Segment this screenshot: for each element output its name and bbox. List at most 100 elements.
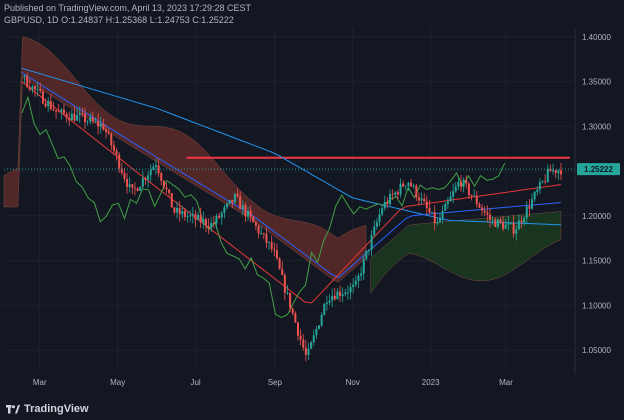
candle-down: [512, 222, 515, 234]
candle-up: [404, 185, 407, 187]
candle-up: [154, 165, 157, 167]
candle-down: [559, 170, 562, 175]
candle-down: [465, 179, 468, 184]
candle-down: [428, 207, 431, 213]
candle-up: [378, 214, 381, 222]
candle-up: [312, 335, 315, 343]
time-tick-label: Nov: [346, 378, 360, 387]
candle-down: [554, 170, 557, 174]
candle-up: [373, 226, 376, 236]
candle-up: [420, 198, 423, 201]
candle-down: [417, 197, 420, 201]
candle-up: [536, 189, 539, 192]
candle-up: [147, 175, 150, 180]
candle-down: [433, 212, 436, 224]
tradingview-brand[interactable]: TradingView: [6, 403, 89, 415]
candle-up: [436, 221, 439, 224]
candle-up: [344, 292, 347, 295]
candle-down: [549, 168, 552, 172]
candle-down: [265, 233, 268, 243]
candle-down: [157, 165, 160, 174]
candle-down: [115, 150, 118, 155]
candle-up: [473, 195, 476, 197]
candle-up: [310, 342, 313, 349]
candle-down: [131, 184, 134, 188]
price-axis[interactable]: 1.400001.350001.300001.250001.200001.150…: [574, 28, 611, 374]
candle-down: [34, 86, 37, 90]
candle-up: [357, 275, 360, 281]
candle-up: [89, 117, 92, 122]
candle-up: [496, 219, 499, 227]
candle-down: [239, 196, 242, 210]
time-axis[interactable]: Mar May Jul Sep Nov 2023 Mar: [33, 378, 513, 387]
time-tick-label: Mar: [499, 378, 513, 387]
candle-down: [278, 258, 281, 269]
candle-down: [262, 232, 265, 234]
candle-down: [499, 219, 502, 223]
candle-down: [65, 113, 68, 118]
candle-down: [49, 100, 52, 109]
candle-up: [370, 235, 373, 250]
candle-down: [478, 204, 481, 208]
candle-down: [133, 187, 136, 189]
candle-down: [502, 222, 505, 229]
candle-up: [446, 201, 449, 205]
candle-down: [28, 87, 31, 90]
candle-down: [105, 129, 108, 133]
candle-down: [486, 212, 489, 215]
ichimoku-cloud: [3, 36, 562, 294]
candle-down: [123, 173, 126, 179]
candle-down: [57, 111, 60, 113]
candle-down: [136, 188, 139, 191]
candle-up: [538, 182, 541, 190]
candle-down: [218, 215, 221, 218]
candle-down: [110, 133, 113, 146]
price-tick-label: 1.20000: [582, 212, 611, 221]
candle-down: [102, 123, 105, 130]
candle-down: [97, 121, 100, 127]
candle-down: [120, 168, 123, 174]
candle-down: [168, 189, 171, 194]
candle-down: [520, 220, 523, 223]
candle-down: [528, 206, 531, 209]
candle-up: [323, 303, 326, 315]
candle-down: [275, 250, 278, 259]
candle-up: [383, 201, 386, 209]
candle-up: [139, 186, 142, 191]
last-price-badge: 1.25222: [577, 163, 620, 176]
candle-up: [176, 207, 179, 213]
candle-up: [381, 208, 384, 215]
candle-down: [304, 347, 307, 356]
candle-up: [412, 185, 415, 187]
brand-name: TradingView: [24, 403, 89, 415]
candle-up: [320, 314, 323, 326]
moving-average-short-line: [21, 81, 561, 304]
candle-down: [544, 181, 547, 182]
candle-down: [494, 219, 497, 227]
candle-up: [525, 206, 528, 219]
candle-down: [470, 195, 473, 196]
candle-down: [410, 182, 413, 187]
candle-down: [254, 222, 257, 226]
candle-up: [515, 229, 518, 234]
candle-up: [60, 109, 63, 112]
candle-down: [273, 249, 276, 251]
candle-up: [367, 249, 370, 251]
candle-down: [194, 213, 197, 220]
candle-up: [399, 183, 402, 195]
tradingview-logo-icon: [6, 404, 20, 413]
candle-up: [23, 75, 26, 78]
symbol-name[interactable]: GBPUSD: [4, 15, 43, 25]
candle-up: [531, 199, 534, 209]
candle-down: [244, 205, 247, 217]
candle-down: [296, 322, 299, 336]
low-value: 1.24753: [157, 15, 190, 25]
candle-up: [233, 194, 236, 203]
candle-up: [331, 295, 334, 301]
candle-down: [212, 223, 215, 224]
candle-up: [315, 328, 318, 336]
candle-up: [328, 300, 331, 303]
interval-label[interactable]: 1D: [47, 15, 59, 25]
candle-up: [141, 178, 144, 187]
